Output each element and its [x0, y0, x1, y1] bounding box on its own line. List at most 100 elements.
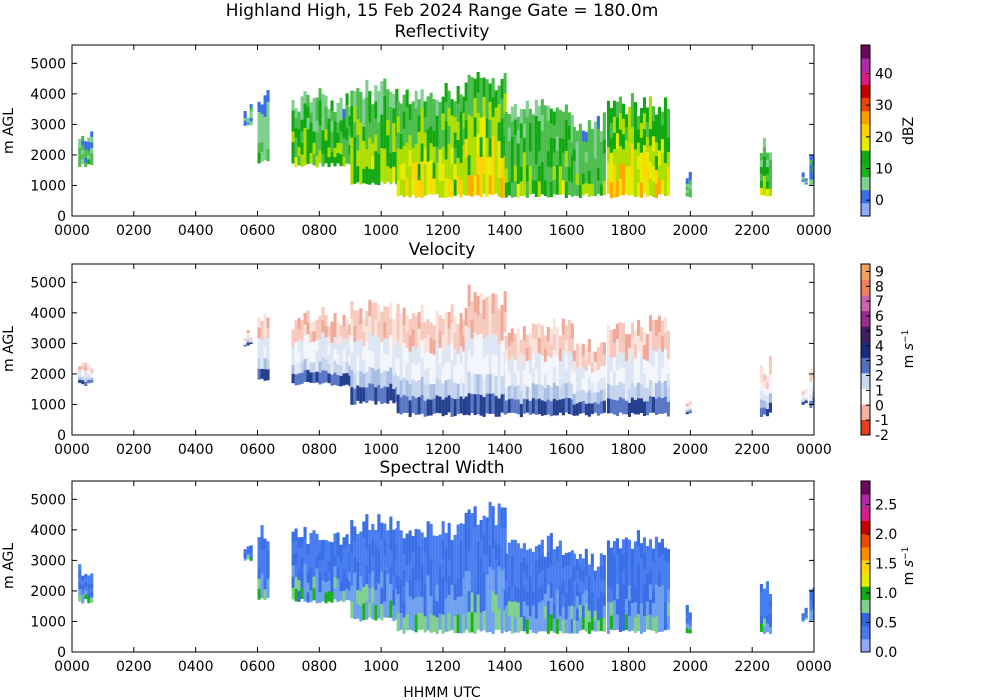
data-cell [353, 388, 357, 405]
data-cell [426, 161, 430, 179]
data-cell [266, 560, 270, 570]
data-cell [423, 164, 427, 181]
data-cell [546, 136, 550, 152]
data-cell [417, 579, 421, 597]
data-cell [453, 600, 457, 617]
data-cell [389, 335, 393, 352]
data-cell [584, 403, 588, 416]
data-cell [309, 122, 313, 134]
data-cell [345, 140, 349, 153]
data-cell [345, 116, 349, 129]
data-cell [459, 559, 463, 579]
data-cell [570, 114, 574, 129]
data-cell [420, 304, 424, 323]
data-cell [654, 536, 658, 554]
data-cell [759, 160, 763, 168]
data-cell [651, 562, 655, 577]
data-cell [380, 522, 384, 540]
data-cell [612, 357, 616, 372]
data-cell [411, 614, 415, 631]
data-cell [257, 132, 261, 144]
data-cell [639, 122, 643, 139]
data-cell [467, 175, 471, 196]
data-cell [657, 557, 661, 573]
data-cell [531, 383, 535, 399]
data-cell [353, 541, 357, 558]
data-cell [615, 583, 619, 600]
data-cell [411, 567, 415, 584]
data-cell [386, 371, 390, 388]
data-cell [467, 550, 471, 572]
data-cell [599, 131, 603, 143]
data-cell [467, 284, 471, 307]
data-cell [519, 617, 523, 632]
data-cell [567, 319, 571, 336]
data-cell [768, 355, 772, 366]
data-cell [590, 162, 594, 174]
data-cell [581, 162, 585, 174]
data-cell [543, 180, 547, 197]
data-cell [587, 622, 591, 634]
data-cell [297, 156, 301, 166]
data-cell [371, 603, 375, 620]
data-cell [801, 393, 805, 396]
data-cell [87, 155, 91, 160]
x-tick-label: 0000 [54, 659, 90, 675]
data-cell [473, 570, 477, 592]
data-cell [590, 553, 594, 567]
data-cell [621, 615, 625, 631]
data-cell [615, 614, 619, 630]
data-cell [315, 97, 319, 110]
data-cell [534, 604, 538, 620]
data-cell [257, 101, 261, 113]
data-cell [663, 333, 667, 350]
data-cell [396, 340, 400, 359]
data-cell [266, 338, 270, 350]
data-cell [408, 335, 412, 352]
data-cell [519, 181, 523, 197]
x-tick-label: 0600 [240, 442, 276, 458]
data-cell [528, 400, 532, 415]
data-cell [540, 570, 544, 586]
data-cell [396, 539, 400, 558]
data-cell [396, 132, 400, 149]
data-cell [618, 617, 622, 632]
data-cell [411, 396, 415, 414]
data-cell [318, 88, 322, 101]
colorbar-segment [861, 599, 870, 614]
data-cell [306, 543, 310, 554]
data-cell [473, 548, 477, 571]
data-cell [546, 326, 550, 342]
data-cell [685, 408, 689, 411]
data-cell [494, 355, 498, 377]
data-cell [246, 342, 250, 346]
data-cell [336, 333, 340, 345]
data-cell [599, 342, 603, 355]
data-cell [804, 617, 808, 620]
data-cell [602, 112, 606, 127]
data-cell [507, 114, 511, 128]
data-cell [432, 339, 436, 355]
data-cell [609, 602, 613, 617]
data-cell [467, 74, 471, 96]
data-cell [558, 335, 562, 349]
data-cell [549, 614, 553, 631]
data-cell [333, 577, 337, 589]
data-cell [294, 147, 298, 158]
data-cell [459, 111, 463, 130]
data-cell [801, 615, 805, 618]
data-cell [318, 113, 322, 126]
data-cell [584, 617, 588, 632]
data-cell [441, 399, 445, 417]
colorbar-segment [861, 84, 870, 99]
data-cell [459, 614, 463, 634]
data-cell [257, 122, 261, 133]
data-cell [633, 586, 637, 603]
data-cell [759, 167, 763, 175]
data-cell [500, 79, 504, 100]
data-cell [450, 360, 454, 380]
x-tick-label: 1400 [487, 223, 523, 239]
data-cell [453, 365, 457, 383]
data-cell [642, 129, 646, 146]
data-cell [624, 114, 628, 128]
